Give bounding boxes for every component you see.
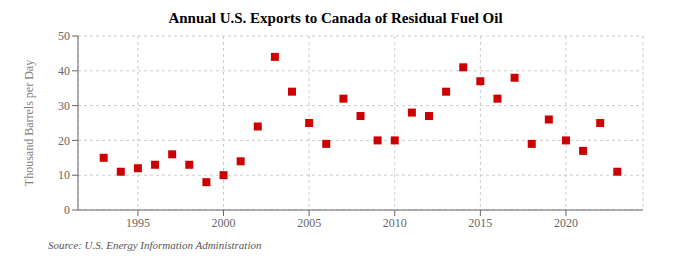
- html-text:Annual U.S. Exports to Canada: Annual U.S. Exports to Canada of Residua…: [168, 10, 503, 26]
- svg-text:2000: 2000: [212, 216, 236, 230]
- svg-text:50: 50: [58, 29, 70, 43]
- svg-text:2020: 2020: [554, 216, 578, 230]
- svg-text:40: 40: [58, 64, 70, 78]
- svg-text:2005: 2005: [297, 216, 321, 230]
- html-text:Source: U.S. Energy Informatio: Source: U.S. Energy Information Administ…: [48, 239, 262, 251]
- svg-text:20: 20: [58, 134, 70, 148]
- svg-text:1995: 1995: [126, 216, 150, 230]
- svg-text:0: 0: [64, 203, 70, 217]
- svg-text:Thousand Barrels per Day: Thousand Barrels per Day: [22, 60, 36, 186]
- svg-text:2010: 2010: [383, 216, 407, 230]
- svg-text:2015: 2015: [468, 216, 492, 230]
- svg-text:10: 10: [58, 168, 70, 182]
- svg-text:30: 30: [58, 99, 70, 113]
